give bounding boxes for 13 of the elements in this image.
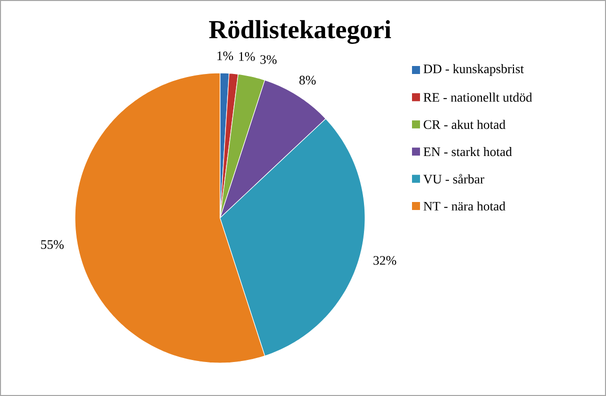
data-label: 3% [260, 55, 277, 64]
legend-label: EN - starkt hotad [424, 147, 512, 156]
chart-title: Rödlistekategori [209, 20, 391, 44]
legend-label: NT - nära hotad [424, 201, 506, 211]
data-label: 55% [41, 240, 64, 249]
data-label: 1% [217, 51, 234, 60]
legend-label: RE - nationellt utdöd [424, 92, 532, 102]
legend-label: VU - sårbar [423, 174, 484, 184]
data-label: 8% [299, 76, 316, 85]
legend-label: DD - kunskapsbrist [424, 64, 524, 76]
legend-label: CR - akut hotad [424, 120, 506, 129]
data-label: 1% [239, 52, 255, 61]
data-label: 32% [374, 256, 396, 265]
